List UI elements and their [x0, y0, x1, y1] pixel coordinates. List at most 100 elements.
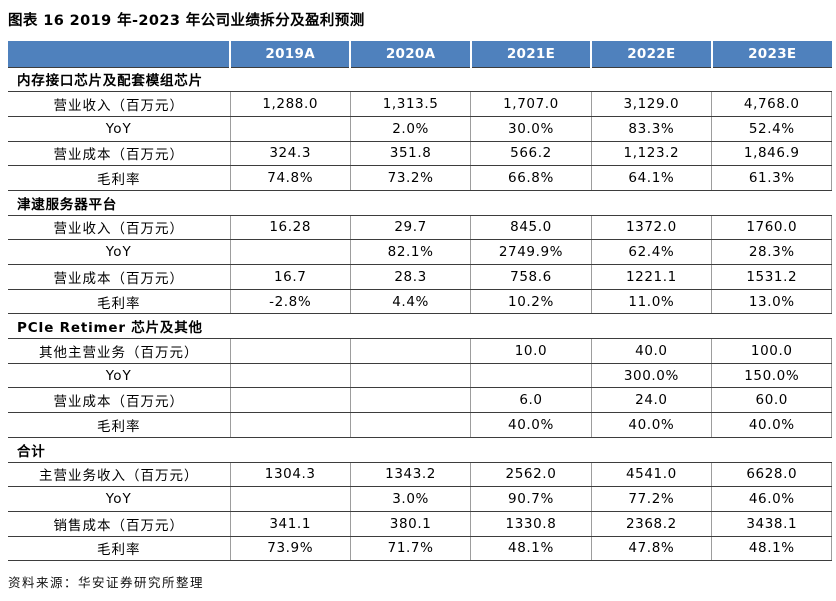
data-row: 营业成本（百万元） 6.0 24.0 60.0	[8, 387, 833, 414]
data-row: 营业收入（百万元） 16.28 29.7 845.0 1372.0 1760.0	[8, 215, 833, 241]
value-cell: 1,123.2	[590, 141, 712, 167]
value-cell: 1343.2	[349, 462, 471, 488]
value-cell: 28.3	[349, 264, 471, 290]
data-row: 营业收入（百万元） 1,288.0 1,313.5 1,707.0 3,129.…	[8, 91, 833, 117]
value-cell: 4.4%	[349, 289, 471, 315]
value-cell: 566.2	[470, 141, 592, 167]
value-cell: 380.1	[349, 511, 471, 537]
value-cell: 60.0	[711, 387, 833, 414]
value-cell: 73.9%	[229, 536, 351, 562]
section-row: 内存接口芯片及配套模组芯片	[8, 67, 832, 93]
value-cell: 1531.2	[711, 264, 833, 290]
row-label-cell: 销售成本（百万元）	[8, 511, 230, 537]
row-label-cell: YoY	[8, 116, 230, 142]
value-cell: 24.0	[590, 387, 712, 414]
value-cell: 62.4%	[590, 239, 712, 265]
value-cell: 29.7	[349, 215, 471, 241]
value-cell: 1,288.0	[229, 91, 351, 117]
value-cell: 46.0%	[711, 486, 833, 512]
row-label-cell: 营业收入（百万元）	[8, 91, 230, 117]
value-cell	[349, 387, 471, 414]
forecast-table: 2019A 2020A 2021E 2022E 2023E 内存接口芯片及配套模…	[8, 41, 833, 562]
value-cell: 77.2%	[590, 486, 712, 512]
row-label-cell: 营业成本（百万元）	[8, 264, 230, 290]
row-label-cell: YoY	[8, 486, 230, 512]
value-cell: 3.0%	[349, 486, 471, 512]
row-label-cell: 毛利率	[8, 289, 230, 315]
value-cell: 150.0%	[711, 363, 833, 389]
value-cell: 52.4%	[711, 116, 833, 142]
value-cell: 61.3%	[711, 165, 833, 191]
row-label-cell: YoY	[8, 239, 230, 265]
value-cell	[349, 412, 471, 438]
corner-cell	[8, 41, 230, 68]
col-header-2019a: 2019A	[228, 41, 351, 68]
row-label-cell: 营业成本（百万元）	[8, 141, 230, 167]
value-cell: 1330.8	[470, 511, 592, 537]
value-cell: 300.0%	[590, 363, 712, 389]
data-row: 营业成本（百万元） 16.7 28.3 758.6 1221.1 1531.2	[8, 264, 833, 290]
figure-title: 图表 16 2019 年-2023 年公司业绩拆分及盈利预测	[8, 13, 365, 29]
data-row: 毛利率 74.8% 73.2% 66.8% 64.1% 61.3%	[8, 165, 833, 191]
source-note: 资料来源：华安证券研究所整理	[8, 575, 205, 591]
value-cell	[349, 363, 471, 389]
value-cell: 74.8%	[229, 165, 351, 191]
data-row: 毛利率 73.9% 71.7% 48.1% 47.8% 48.1%	[8, 536, 833, 562]
row-label-cell: 营业成本（百万元）	[8, 387, 230, 414]
value-cell: -2.8%	[229, 289, 351, 315]
data-row: YoY 82.1% 2749.9% 62.4% 28.3%	[8, 239, 833, 265]
value-cell: 83.3%	[590, 116, 712, 142]
value-cell	[229, 239, 351, 265]
row-label-cell: 营业收入（百万元）	[8, 215, 230, 241]
value-cell	[229, 338, 351, 364]
data-row: 毛利率 40.0% 40.0% 40.0%	[8, 412, 833, 438]
value-cell: 6.0	[470, 387, 592, 414]
row-label-cell: 毛利率	[8, 412, 230, 438]
value-cell: 341.1	[229, 511, 351, 537]
data-row: YoY 2.0% 30.0% 83.3% 52.4%	[8, 116, 833, 142]
value-cell: 4541.0	[590, 462, 712, 488]
row-label-cell: 其他主营业务（百万元）	[8, 338, 230, 364]
section-title: 合计	[8, 437, 832, 463]
value-cell: 3438.1	[711, 511, 833, 537]
value-cell	[229, 363, 351, 389]
value-cell: 324.3	[229, 141, 351, 167]
value-cell: 4,768.0	[711, 91, 833, 117]
data-row: 主营业务收入（百万元） 1304.3 1343.2 2562.0 4541.0 …	[8, 462, 833, 488]
value-cell: 90.7%	[470, 486, 592, 512]
value-cell: 40.0%	[590, 412, 712, 438]
year-header-row: 2019A 2020A 2021E 2022E 2023E	[8, 41, 832, 68]
value-cell: 10.2%	[470, 289, 592, 315]
value-cell: 16.7	[229, 264, 351, 290]
value-cell: 30.0%	[470, 116, 592, 142]
value-cell: 40.0	[590, 338, 712, 364]
value-cell: 351.8	[349, 141, 471, 167]
value-cell: 1,313.5	[349, 91, 471, 117]
data-row: 其他主营业务（百万元） 10.0 40.0 100.0	[8, 338, 833, 364]
value-cell: 16.28	[229, 215, 351, 241]
value-cell	[470, 363, 592, 389]
value-cell: 2562.0	[470, 462, 592, 488]
value-cell: 48.1%	[711, 536, 833, 562]
value-cell: 1,707.0	[470, 91, 592, 117]
value-cell: 40.0%	[470, 412, 592, 438]
value-cell: 6628.0	[711, 462, 833, 488]
section-row: 津逮服务器平台	[8, 190, 832, 216]
section-title: 内存接口芯片及配套模组芯片	[8, 67, 832, 93]
value-cell: 11.0%	[590, 289, 712, 315]
value-cell: 64.1%	[590, 165, 712, 191]
value-cell: 47.8%	[590, 536, 712, 562]
value-cell: 845.0	[470, 215, 592, 241]
value-cell: 71.7%	[349, 536, 471, 562]
value-cell	[229, 387, 351, 414]
col-header-2022e: 2022E	[590, 41, 712, 68]
data-row: YoY 300.0% 150.0%	[8, 363, 833, 389]
data-row: 毛利率 -2.8% 4.4% 10.2% 11.0% 13.0%	[8, 289, 833, 315]
value-cell: 1221.1	[590, 264, 712, 290]
data-row: 营业成本（百万元） 324.3 351.8 566.2 1,123.2 1,84…	[8, 141, 833, 167]
value-cell: 758.6	[470, 264, 592, 290]
value-cell: 10.0	[470, 338, 592, 364]
section-title: 津逮服务器平台	[8, 190, 832, 216]
value-cell: 66.8%	[470, 165, 592, 191]
value-cell: 40.0%	[711, 412, 833, 438]
